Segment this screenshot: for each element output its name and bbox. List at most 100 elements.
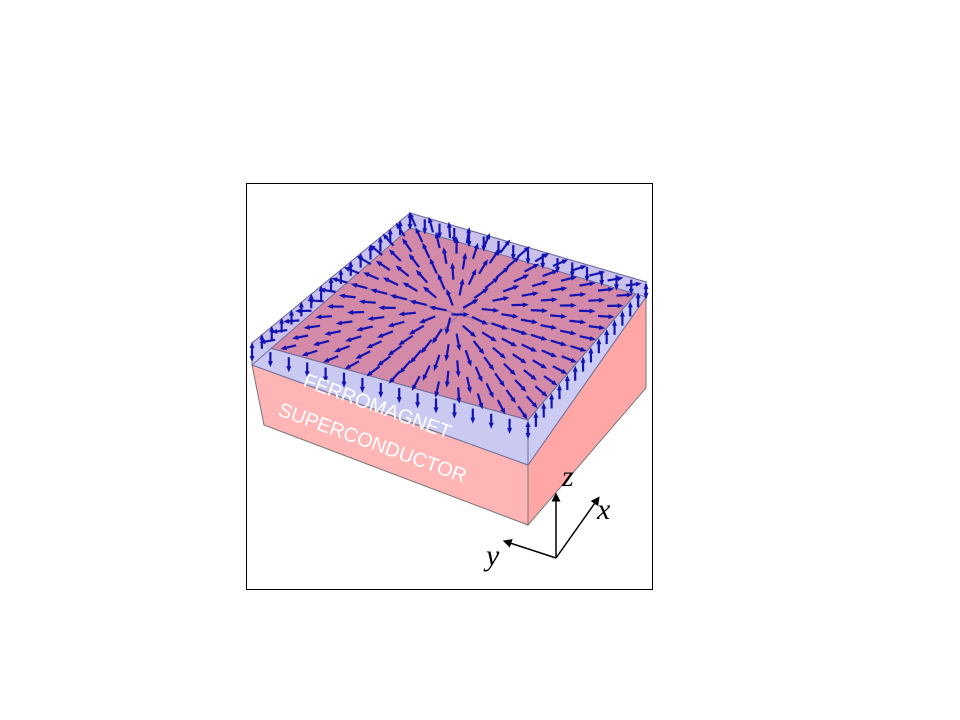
arrow-icon bbox=[402, 238, 408, 245]
arrow-icon bbox=[427, 216, 433, 224]
arrow-icon bbox=[375, 260, 383, 267]
arrow-icon bbox=[580, 292, 587, 298]
arrow-icon bbox=[549, 393, 555, 400]
arrow-icon bbox=[456, 397, 462, 404]
arrow-icon bbox=[551, 380, 558, 386]
arrow-icon bbox=[589, 335, 596, 341]
arrow-icon bbox=[540, 262, 546, 269]
arrow-icon bbox=[322, 357, 330, 363]
arrow-icon bbox=[271, 328, 278, 334]
arrow-icon bbox=[432, 337, 438, 344]
arrow-icon bbox=[589, 281, 596, 287]
arrow-icon bbox=[387, 322, 395, 328]
arrow-icon bbox=[283, 318, 290, 324]
arrow-icon bbox=[459, 278, 465, 285]
arrow-icon bbox=[525, 258, 531, 265]
arrow-icon bbox=[367, 316, 374, 321]
arrow-icon bbox=[409, 299, 417, 305]
arrow-icon bbox=[269, 325, 275, 332]
arrow-icon bbox=[466, 386, 472, 394]
arrow-icon bbox=[561, 259, 569, 265]
arrow-icon bbox=[635, 281, 642, 287]
arrow-icon bbox=[433, 407, 439, 414]
arrow-icon bbox=[398, 311, 405, 317]
arrow-icon bbox=[481, 245, 487, 252]
arrow-icon bbox=[334, 347, 341, 353]
arrow-icon bbox=[504, 239, 511, 246]
arrow-icon bbox=[295, 308, 302, 314]
arrow-icon bbox=[564, 375, 570, 381]
arrow-icon bbox=[444, 328, 450, 335]
arrow-icon bbox=[301, 351, 309, 357]
arrow-icon bbox=[429, 305, 436, 311]
arrow-icon bbox=[530, 346, 538, 352]
arrow-icon bbox=[470, 417, 476, 424]
arrow-icon bbox=[368, 244, 373, 251]
arrow-icon bbox=[560, 368, 568, 374]
arrow-icon bbox=[499, 352, 506, 359]
arrow-icon bbox=[335, 320, 342, 326]
arrow-icon bbox=[472, 299, 479, 305]
axis-x-label: x bbox=[596, 493, 611, 526]
arrow-icon bbox=[488, 391, 494, 399]
arrow-icon bbox=[366, 370, 373, 377]
arrow-icon bbox=[415, 269, 422, 276]
arrow-icon bbox=[402, 282, 409, 288]
axis-x-line bbox=[555, 496, 600, 559]
coordinate-axes: z x y bbox=[483, 460, 611, 572]
arrow-icon bbox=[542, 252, 550, 259]
arrow-icon bbox=[617, 276, 624, 282]
arrow-icon bbox=[327, 303, 334, 309]
arrow-icon bbox=[267, 361, 273, 368]
arrow-icon bbox=[289, 309, 294, 316]
arrow-icon bbox=[523, 246, 531, 253]
arrow-icon bbox=[635, 292, 641, 299]
arrow-icon bbox=[444, 381, 450, 388]
arrow-icon bbox=[466, 359, 472, 367]
arrow-icon bbox=[531, 402, 538, 409]
arrow-icon bbox=[433, 364, 439, 372]
arrow-icon bbox=[522, 302, 529, 308]
arrow-icon bbox=[490, 336, 497, 342]
arrow-icon bbox=[396, 397, 402, 404]
arrow-icon bbox=[286, 366, 292, 373]
arrow-icon bbox=[579, 319, 587, 325]
arrow-icon bbox=[580, 356, 586, 363]
arrow-icon bbox=[344, 364, 351, 370]
arrow-icon bbox=[422, 286, 430, 293]
arrow-icon bbox=[572, 365, 578, 372]
arrow-icon bbox=[437, 273, 443, 281]
arrow-icon bbox=[608, 314, 615, 320]
arrow-icon bbox=[499, 380, 505, 387]
arrow-icon bbox=[411, 384, 417, 391]
arrow-icon bbox=[556, 384, 562, 391]
arrow-icon bbox=[446, 221, 452, 228]
arrow-icon bbox=[550, 324, 558, 330]
arrow-icon bbox=[420, 347, 427, 354]
arrow-icon bbox=[482, 287, 489, 294]
arrow-icon bbox=[473, 242, 479, 250]
arrow-icon bbox=[643, 283, 649, 289]
arrow-icon bbox=[598, 325, 606, 330]
arrow-icon bbox=[437, 232, 442, 239]
arrow-icon bbox=[510, 396, 516, 404]
arrow-icon bbox=[626, 292, 633, 298]
arrow-icon bbox=[366, 343, 373, 349]
axis-z-label: z bbox=[561, 460, 574, 493]
magnetization-arrows bbox=[249, 211, 649, 439]
arrow-icon bbox=[249, 342, 255, 348]
arrow-icon bbox=[512, 313, 519, 319]
arrow-icon bbox=[541, 402, 547, 409]
arrow-icon bbox=[513, 256, 520, 263]
arrow-icon bbox=[359, 386, 365, 393]
arrow-icon bbox=[485, 233, 491, 240]
arrow-icon bbox=[599, 280, 605, 287]
arrow-icon bbox=[446, 288, 451, 296]
arrow-icon bbox=[280, 345, 287, 351]
arrow-icon bbox=[471, 268, 477, 276]
arrow-icon bbox=[477, 375, 483, 383]
arrow-icon bbox=[525, 433, 531, 439]
arrow-icon bbox=[451, 236, 457, 243]
arrow-icon bbox=[512, 285, 520, 290]
